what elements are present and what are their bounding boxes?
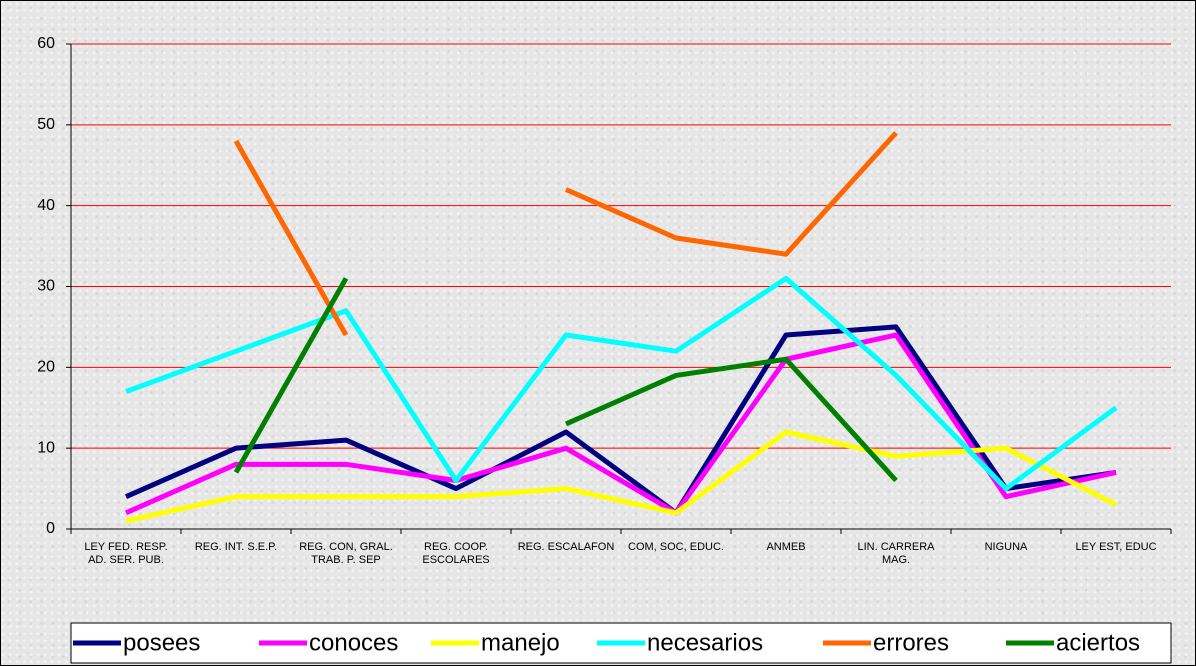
legend-label: errores <box>873 629 949 656</box>
legend-label: conoces <box>309 629 398 656</box>
series-line <box>124 324 1117 516</box>
series-line <box>564 356 898 483</box>
x-tick-label: LEY EST, EDUC <box>1075 541 1157 553</box>
y-tick-label: 60 <box>37 35 55 52</box>
x-tick-label: LIN. CARRERA MAG. <box>857 541 935 566</box>
x-tick-label: COM, SOC, EDUC. <box>628 541 724 553</box>
y-tick-label: 20 <box>37 359 55 376</box>
series-line <box>564 131 898 257</box>
series-line <box>233 139 349 337</box>
y-tick-label: 30 <box>37 278 55 295</box>
x-tick-label: REG. ESCALAFON <box>517 541 615 553</box>
x-tick-label: REG. CON, GRAL. TRAB. P. SEP <box>299 541 393 566</box>
x-tick-label: ANMEB <box>766 541 806 553</box>
x-tick-label: REG. COOP. ESCOLARES <box>422 541 490 566</box>
series-line <box>124 332 1117 516</box>
y-tick-label: 10 <box>37 439 55 456</box>
series-line <box>125 429 1118 524</box>
series-line <box>125 275 1118 492</box>
x-tick-label: REG. INT. S.E.P. <box>194 541 278 553</box>
legend-label: aciertos <box>1056 629 1140 656</box>
x-tick-label: LEY FED. RESP. AD. SER. PUB. <box>84 541 168 566</box>
x-tick-label: NIGUNA <box>984 541 1028 553</box>
legend-label: manejo <box>481 629 560 656</box>
y-tick-label: 0 <box>46 520 55 537</box>
series-line <box>233 277 349 474</box>
legend-label: posees <box>123 629 200 656</box>
y-tick-label: 50 <box>37 116 55 133</box>
legend-label: necesarios <box>647 629 763 656</box>
y-tick-label: 40 <box>37 197 55 214</box>
